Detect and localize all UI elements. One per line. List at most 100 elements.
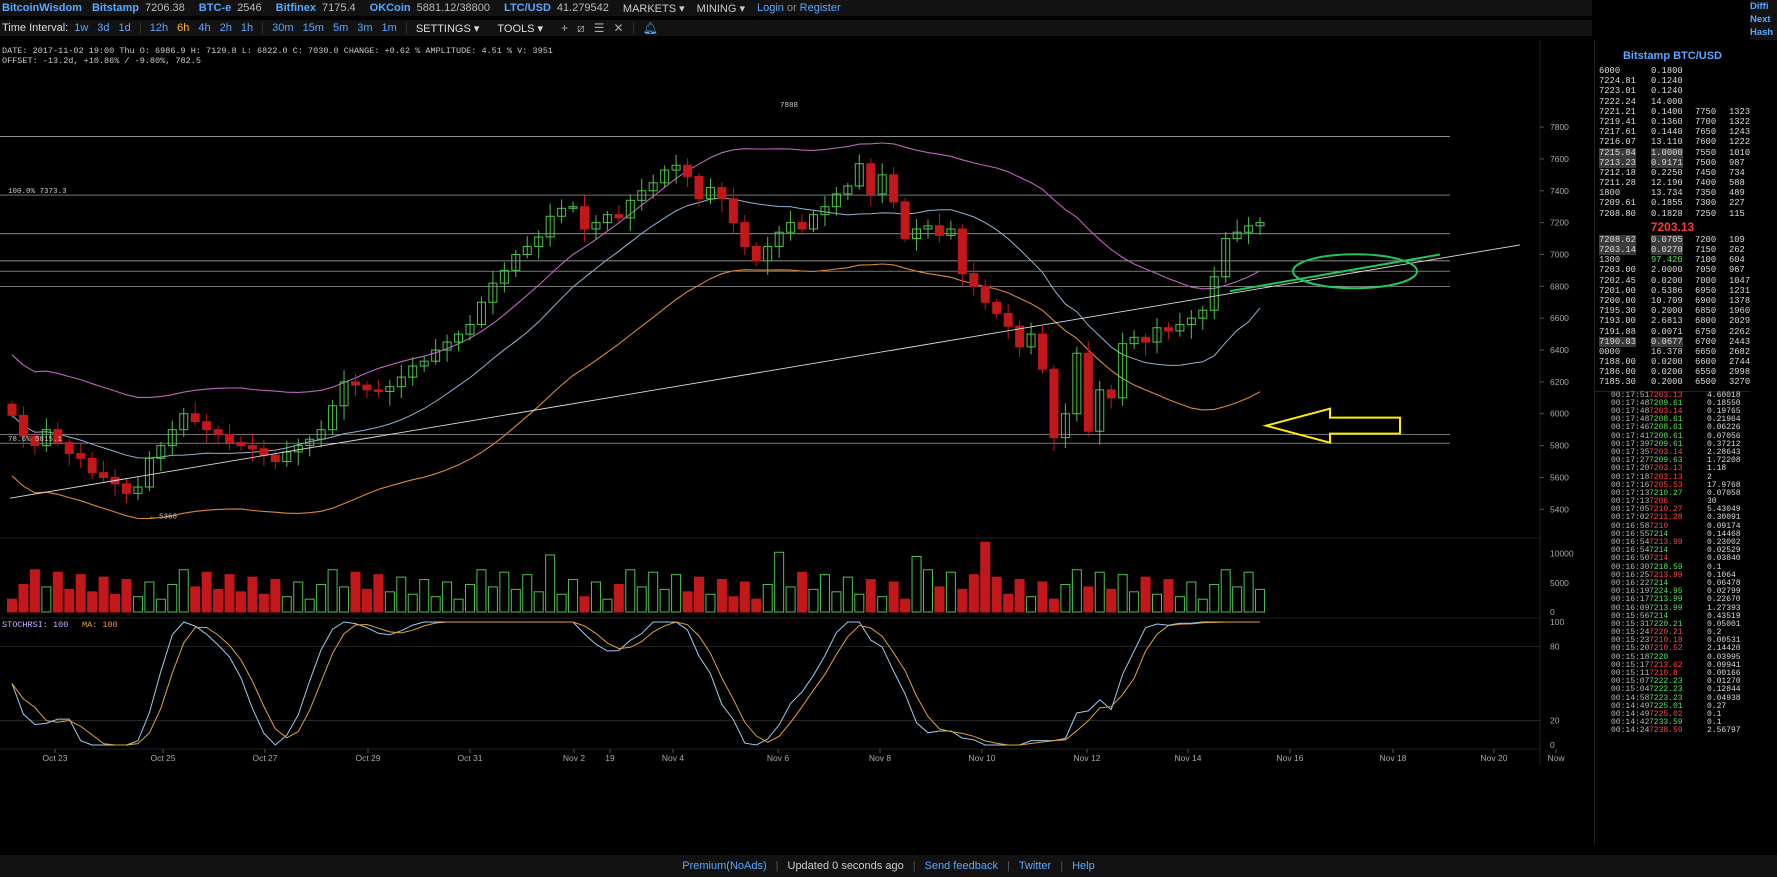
interval-1w[interactable]: 1w	[74, 22, 89, 34]
order-book-title: Bitstamp BTC/USD	[1622, 50, 1722, 62]
bid-row[interactable]: 7191.88 0.0071 6750 2262	[1595, 327, 1750, 337]
login-link[interactable]: Login	[756, 2, 784, 14]
ask-row[interactable]: 7208.80 0.1828 7250 115	[1595, 209, 1750, 219]
volume-bar	[98, 576, 109, 613]
interval-4h[interactable]: 4h	[198, 22, 211, 34]
price-chart[interactable]: 5400 5600 5800 6000 6200 6400 6600 6800 7000 7200…	[0, 40, 1594, 855]
trade-row: 00:17:27 7209.63 1.72208	[1595, 456, 1750, 465]
interval-3m[interactable]: 3m	[357, 22, 373, 34]
volume-bar	[1186, 581, 1197, 613]
bid-row[interactable]: 7193.00 2.6813 6800 2029	[1595, 316, 1750, 326]
ask-row[interactable]: 7211.28 12.190 7400 588	[1595, 178, 1750, 188]
interval-30m[interactable]: 30m	[272, 22, 294, 34]
bid-row[interactable]: 7201.00 0.5386 6950 1231	[1595, 286, 1750, 296]
ask-row[interactable]: 7219.41 0.1360 7700 1322	[1595, 117, 1750, 127]
market-link-ltcusd[interactable]: LTC/USD	[504, 2, 551, 14]
ask-row[interactable]: 7222.24 14.000	[1595, 97, 1750, 107]
interval-1d[interactable]: 1d	[118, 22, 131, 34]
bid-row[interactable]: 7203.00 2.0000 7050 967	[1595, 265, 1750, 275]
ask-row[interactable]: 7221.21 0.1400 7750 1323	[1595, 107, 1750, 117]
interval-divider	[139, 22, 141, 34]
bid-row[interactable]: 7186.00 0.0200 6550 2998	[1595, 367, 1750, 377]
interval-15m[interactable]: 15m	[302, 22, 324, 34]
price-tick-label: 7000	[1550, 249, 1569, 259]
bid-row[interactable]: 7185.30 0.2000 6500 3270	[1595, 377, 1750, 387]
trendline-tool-icon[interactable]: ⧄	[577, 20, 585, 35]
ask-row[interactable]: 7217.61 0.1440 7650 1243	[1595, 127, 1750, 137]
difficulty-link[interactable]: Diffi	[1750, 1, 1769, 12]
horizontal-lines-tool-icon[interactable]: ☰	[593, 21, 605, 35]
bid-row[interactable]: 7200.00 10.709 6900 1378	[1595, 296, 1750, 306]
ask-row[interactable]: 7216.07 13.110 7600 1222	[1595, 137, 1750, 147]
ask-row[interactable]: 7209.61 0.1855 7300 227	[1595, 198, 1750, 208]
market-link-bitfinex[interactable]: Bitfinex	[275, 2, 317, 14]
ask-row[interactable]: 7212.18 0.2250 7450 734	[1595, 168, 1750, 178]
market-link-okcoin[interactable]: OKCoin	[369, 2, 411, 14]
bid-row[interactable]: 7208.62 0.0705 7200 109	[1595, 234, 1750, 246]
ask-row[interactable]: 6000 0.1800	[1595, 66, 1750, 76]
delete-drawing-icon[interactable]: ✕	[613, 21, 624, 35]
candle-body	[1003, 312, 1013, 327]
interval-1m[interactable]: 1m	[381, 22, 397, 34]
bid-row[interactable]: 7188.00 0.0200 6600 2744	[1595, 357, 1750, 367]
ask-row[interactable]: 7215.84 1.0000 7550 1010	[1595, 147, 1750, 158]
candle-body	[1129, 336, 1139, 345]
market-link-bitstamp[interactable]: Bitstamp	[91, 2, 140, 14]
bid-row[interactable]: 0000 16.378 6650 2682	[1595, 347, 1750, 357]
bid-row[interactable]: 7190.03 0.0677 6700 2443	[1595, 336, 1750, 347]
ask-cell: 7212.18	[1599, 167, 1636, 178]
help-link[interactable]: Help	[1072, 860, 1095, 872]
trade-price: 7205.53	[1649, 480, 1683, 490]
twitter-link[interactable]: Twitter	[1018, 860, 1052, 872]
interval-3d[interactable]: 3d	[97, 22, 110, 34]
bid-row[interactable]: 7203.14 0.0270 7150 262	[1595, 245, 1750, 256]
volume-bar	[739, 581, 750, 613]
ask-row[interactable]: 7213.23 0.9171 7500 987	[1595, 157, 1750, 168]
trade-price: 7214	[1649, 578, 1669, 588]
market-link-btce[interactable]: BTC-e	[198, 2, 232, 14]
ask-row[interactable]: 7223.01 0.1240	[1595, 86, 1750, 96]
trade-price: 7213.62	[1649, 660, 1683, 670]
candle-body	[476, 301, 486, 326]
interval-2h[interactable]: 2h	[219, 22, 232, 34]
chart-annotation: ← 5366	[150, 514, 178, 522]
price-alert-bell-icon[interactable]: 🔔︎	[642, 21, 658, 35]
bid-cell: 6800	[1695, 316, 1717, 327]
crosshair-tool-icon[interactable]: +	[561, 21, 569, 35]
tools-menu[interactable]: TOOLS ▾	[497, 22, 544, 35]
interval-6h[interactable]: 6h	[177, 22, 190, 34]
mining-menu[interactable]: MINING ▾	[696, 2, 745, 15]
stochrsi-label: STOCHRSI: 100	[2, 620, 68, 630]
interval-1h[interactable]: 1h	[240, 22, 254, 34]
price-tick-label: 6200	[1550, 377, 1569, 387]
ask-row[interactable]: 1800 13.734 7350 489	[1595, 188, 1750, 198]
bid-row[interactable]: 1300 97.420 7100 604	[1595, 255, 1750, 265]
bid-cell: 6900	[1695, 295, 1717, 306]
volume-bar	[888, 581, 899, 613]
interval-5m[interactable]: 5m	[332, 22, 349, 34]
volume-bar	[110, 593, 121, 613]
interval-12h[interactable]: 12h	[149, 22, 169, 34]
trade-price: 7213.99	[1649, 538, 1683, 547]
brand-logo[interactable]: BitcoinWisdom	[2, 2, 82, 14]
ask-cell: 489	[1729, 188, 1745, 199]
settings-menu[interactable]: SETTINGS ▾	[415, 22, 480, 35]
bid-cell: 7000	[1695, 275, 1717, 286]
markets-menu[interactable]: MARKETS ▾	[622, 2, 685, 15]
next-difficulty-link[interactable]: Next	[1750, 14, 1771, 25]
candle-body	[545, 215, 555, 238]
trade-row: 00:17:20 7203.13 1.18	[1595, 465, 1750, 473]
hashrate-link[interactable]: Hash	[1750, 27, 1774, 38]
bid-cell: 2.6813	[1651, 316, 1683, 327]
register-link[interactable]: Register	[799, 2, 841, 14]
trade-amount: 0.09941	[1707, 660, 1741, 670]
bid-row[interactable]: 7202.45 0.0200 7000 1047	[1595, 276, 1750, 286]
candle-body	[1072, 352, 1082, 415]
ask-row[interactable]: 7224.81 0.1240	[1595, 76, 1750, 86]
premium-link[interactable]: Premium(NoAds)	[682, 860, 767, 872]
send-feedback-link[interactable]: Send feedback	[924, 860, 998, 872]
bid-cell: 967	[1729, 265, 1745, 276]
bid-row[interactable]: 7195.30 0.2000 6850 1960	[1595, 306, 1750, 316]
volume-bar	[568, 579, 579, 613]
ask-cell: 7600	[1695, 137, 1717, 148]
